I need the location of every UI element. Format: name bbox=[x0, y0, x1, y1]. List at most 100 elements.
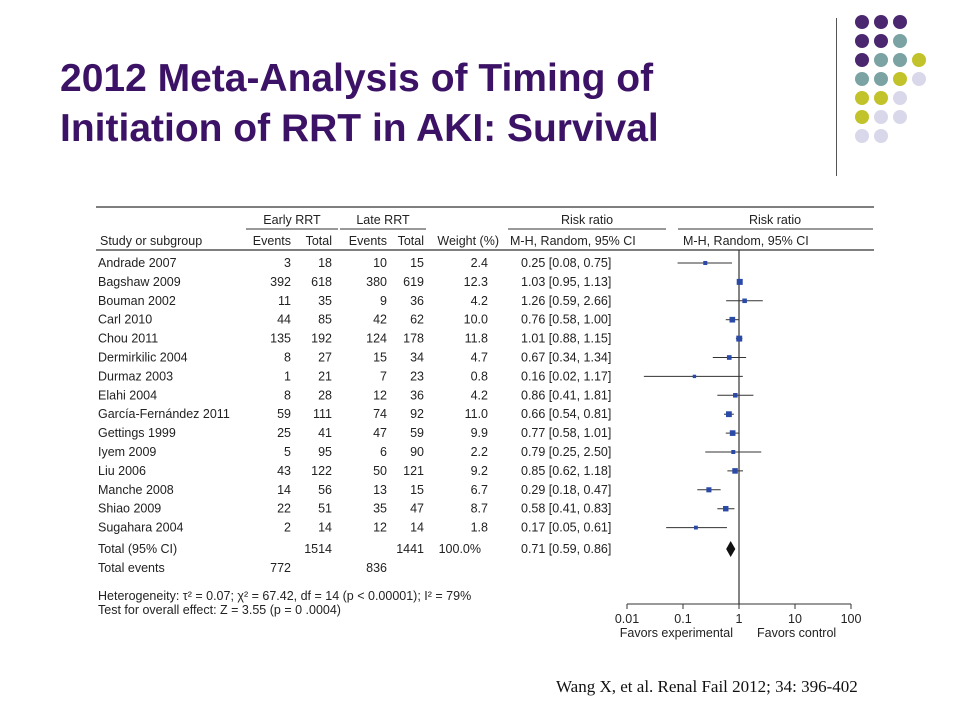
study-weight: 12.3 bbox=[464, 275, 488, 289]
early-events: 392 bbox=[270, 275, 291, 289]
study-point-estimate bbox=[723, 505, 729, 512]
early-events: 43 bbox=[277, 464, 291, 478]
early-total: 192 bbox=[311, 332, 332, 346]
col-weight: Weight (%) bbox=[437, 234, 499, 248]
early-events: 22 bbox=[277, 502, 291, 516]
study-name: Chou 2011 bbox=[98, 332, 158, 346]
slide-title: 2012 Meta-Analysis of Timing of Initiati… bbox=[60, 54, 820, 154]
study-ci-text: 1.26 [0.59, 2.66] bbox=[521, 294, 611, 308]
study-name: Dermirkilic 2004 bbox=[98, 351, 188, 365]
late-total: 36 bbox=[410, 388, 424, 402]
late-events: 15 bbox=[373, 351, 387, 365]
early-total: 85 bbox=[318, 313, 332, 327]
total-early: 1514 bbox=[304, 542, 332, 556]
study-weight: 1.8 bbox=[471, 521, 488, 535]
late-total: 121 bbox=[403, 464, 424, 478]
title-line-2: Initiation of RRT in AKI: Survival bbox=[60, 107, 659, 150]
accent-dot bbox=[893, 53, 907, 67]
heterogeneity-text: Heterogeneity: τ² = 0.07; χ² = 67.42, df… bbox=[98, 589, 471, 603]
study-weight: 10.0 bbox=[464, 313, 488, 327]
early-total: 51 bbox=[318, 502, 332, 516]
study-name: Bouman 2002 bbox=[98, 294, 176, 308]
study-point-estimate bbox=[693, 525, 698, 530]
study-ci-text: 0.25 [0.08, 0.75] bbox=[521, 256, 611, 270]
study-name: Carl 2010 bbox=[98, 313, 152, 327]
accent-dot bbox=[874, 15, 888, 29]
col-late-events: Events bbox=[349, 234, 387, 248]
study-weight: 9.9 bbox=[471, 426, 488, 440]
title-line-1: 2012 Meta-Analysis of Timing of bbox=[60, 57, 654, 100]
overall-effect-text: Test for overall effect: Z = 3.55 (p = 0… bbox=[98, 603, 341, 617]
col-early-total: Total bbox=[306, 234, 332, 248]
accent-dot bbox=[893, 91, 907, 105]
late-total: 178 bbox=[403, 332, 424, 346]
study-point-estimate bbox=[733, 393, 738, 398]
accent-dot bbox=[874, 34, 888, 48]
study-name: Iyem 2009 bbox=[98, 445, 156, 459]
x-axis-tick-label: 10 bbox=[788, 612, 802, 626]
late-total: 34 bbox=[410, 351, 424, 365]
study-weight: 11.0 bbox=[465, 407, 488, 421]
early-events: 44 bbox=[277, 313, 291, 327]
accent-dot bbox=[855, 53, 869, 67]
study-point-estimate bbox=[729, 430, 736, 436]
study-weight: 9.2 bbox=[471, 464, 488, 478]
study-ci-text: 0.17 [0.05, 0.61] bbox=[521, 521, 611, 535]
early-total: 28 bbox=[318, 388, 332, 402]
study-ci-text: 0.79 [0.25, 2.50] bbox=[521, 445, 611, 459]
late-events: 13 bbox=[373, 483, 387, 497]
header-risk-ratio-text: Risk ratio bbox=[561, 213, 613, 227]
early-events: 1 bbox=[284, 369, 291, 383]
late-total: 36 bbox=[410, 294, 424, 308]
study-ci-text: 0.77 [0.58, 1.01] bbox=[521, 426, 611, 440]
study-point-estimate bbox=[736, 278, 743, 285]
accent-dot bbox=[855, 15, 869, 29]
early-events: 8 bbox=[284, 388, 291, 402]
late-total: 15 bbox=[410, 256, 424, 270]
x-axis-tick-label: 1 bbox=[736, 612, 743, 626]
study-name: Liu 2006 bbox=[98, 464, 146, 478]
study-ci-text: 0.66 [0.54, 0.81] bbox=[521, 407, 611, 421]
study-weight: 2.4 bbox=[471, 256, 488, 270]
col-early-events: Events bbox=[253, 234, 291, 248]
total-events-late: 836 bbox=[366, 561, 387, 575]
study-weight: 4.2 bbox=[471, 388, 488, 402]
study-ci-text: 0.29 [0.18, 0.47] bbox=[521, 483, 611, 497]
accent-dot bbox=[893, 34, 907, 48]
late-total: 62 bbox=[410, 313, 424, 327]
late-total: 90 bbox=[410, 445, 424, 459]
study-ci-text: 0.76 [0.58, 1.00] bbox=[521, 313, 611, 327]
study-weight: 6.7 bbox=[471, 483, 488, 497]
early-events: 11 bbox=[278, 294, 291, 308]
study-weight: 4.7 bbox=[471, 351, 488, 365]
early-events: 59 bbox=[277, 407, 291, 421]
total-events-early: 772 bbox=[270, 561, 291, 575]
accent-dot bbox=[912, 53, 926, 67]
accent-dot bbox=[912, 72, 926, 86]
study-weight: 2.2 bbox=[471, 445, 488, 459]
accent-dot bbox=[855, 129, 869, 143]
study-point-estimate bbox=[706, 487, 712, 493]
study-ci-text: 0.86 [0.41, 1.81] bbox=[521, 388, 611, 402]
study-ci-text: 1.03 [0.95, 1.13] bbox=[521, 275, 611, 289]
study-ci-text: 0.85 [0.62, 1.18] bbox=[521, 464, 611, 478]
study-point-estimate bbox=[732, 468, 738, 474]
study-weight: 0.8 bbox=[471, 369, 488, 383]
study-point-estimate bbox=[703, 260, 708, 266]
header-early-rrt: Early RRT bbox=[263, 213, 321, 227]
early-total: 41 bbox=[318, 426, 332, 440]
header-late-rrt: Late RRT bbox=[356, 213, 410, 227]
x-axis-tick-label: 0.01 bbox=[615, 612, 639, 626]
study-ci-text: 0.67 [0.34, 1.34] bbox=[521, 351, 611, 365]
study-name: Manche 2008 bbox=[98, 483, 174, 497]
early-events: 5 bbox=[284, 445, 291, 459]
total-events-label: Total events bbox=[98, 561, 165, 575]
study-name: Andrade 2007 bbox=[98, 256, 177, 270]
late-events: 7 bbox=[380, 369, 387, 383]
early-total: 122 bbox=[311, 464, 332, 478]
study-name: Sugahara 2004 bbox=[98, 521, 184, 535]
study-name: Bagshaw 2009 bbox=[98, 275, 181, 289]
late-events: 35 bbox=[373, 502, 387, 516]
study-name: Elahi 2004 bbox=[98, 388, 157, 402]
